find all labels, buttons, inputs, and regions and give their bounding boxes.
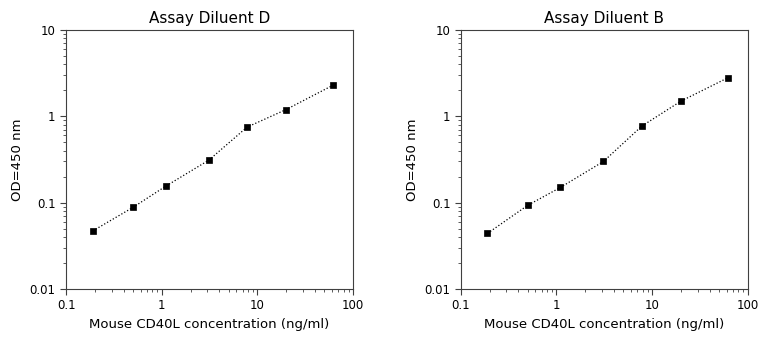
Y-axis label: OD=450 nm: OD=450 nm <box>11 118 24 201</box>
Title: Assay Diluent D: Assay Diluent D <box>149 11 270 26</box>
X-axis label: Mouse CD40L concentration (ng/ml): Mouse CD40L concentration (ng/ml) <box>484 318 725 331</box>
Y-axis label: OD=450 nm: OD=450 nm <box>406 118 419 201</box>
Title: Assay Diluent B: Assay Diluent B <box>544 11 665 26</box>
X-axis label: Mouse CD40L concentration (ng/ml): Mouse CD40L concentration (ng/ml) <box>89 318 330 331</box>
